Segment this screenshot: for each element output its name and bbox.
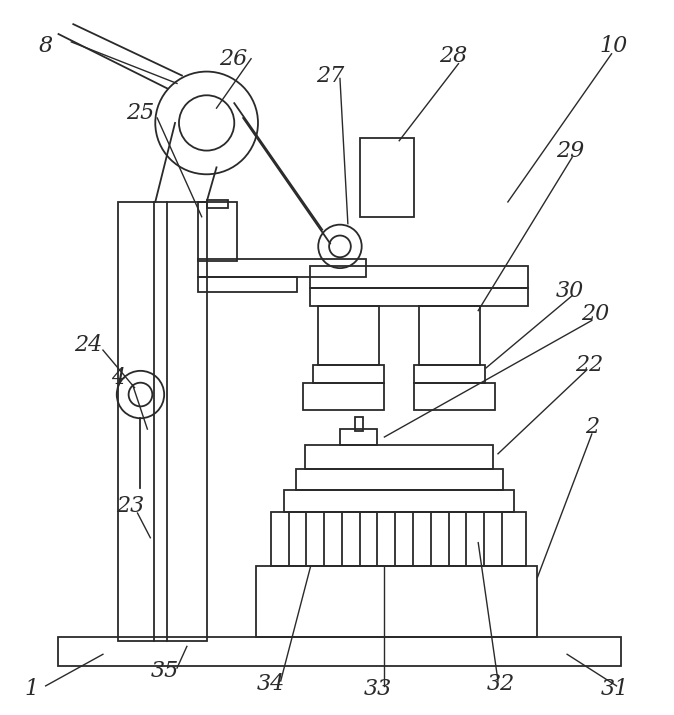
Bar	[59, 636, 621, 666]
Bar	[414, 365, 485, 383]
Text: 29: 29	[556, 139, 584, 162]
Bar	[419, 305, 480, 365]
Bar	[284, 490, 514, 512]
Bar	[310, 266, 528, 288]
Text: 30: 30	[556, 280, 584, 302]
Text: 1: 1	[25, 678, 39, 700]
Bar	[271, 512, 526, 566]
Bar	[118, 202, 207, 641]
Text: 24: 24	[74, 334, 102, 356]
Text: 22: 22	[575, 354, 603, 376]
Bar	[414, 383, 495, 410]
Bar	[313, 365, 384, 383]
Bar	[305, 445, 493, 468]
Text: 34: 34	[257, 673, 285, 695]
Text: 2: 2	[585, 416, 599, 438]
Bar	[197, 260, 365, 277]
Text: 33: 33	[363, 678, 392, 700]
Text: 31: 31	[601, 678, 629, 700]
Text: 26: 26	[219, 48, 247, 70]
Bar	[355, 418, 363, 431]
Text: 23: 23	[117, 495, 145, 517]
Bar	[207, 200, 228, 208]
Bar	[360, 138, 414, 217]
Bar	[318, 305, 379, 365]
Bar	[340, 429, 377, 445]
Bar	[197, 202, 237, 261]
Bar	[303, 383, 384, 410]
Text: 10: 10	[599, 35, 627, 57]
Text: 28: 28	[439, 45, 468, 66]
Text: 35: 35	[151, 660, 179, 682]
Bar	[197, 277, 297, 292]
Text: 20: 20	[580, 302, 609, 325]
Bar	[256, 566, 537, 638]
Bar	[310, 288, 528, 305]
Text: 4: 4	[111, 367, 125, 389]
Text: 27: 27	[316, 64, 344, 87]
Bar	[295, 468, 503, 490]
Text: 25: 25	[126, 102, 154, 124]
Text: 32: 32	[487, 673, 515, 695]
Text: 8: 8	[38, 35, 53, 57]
